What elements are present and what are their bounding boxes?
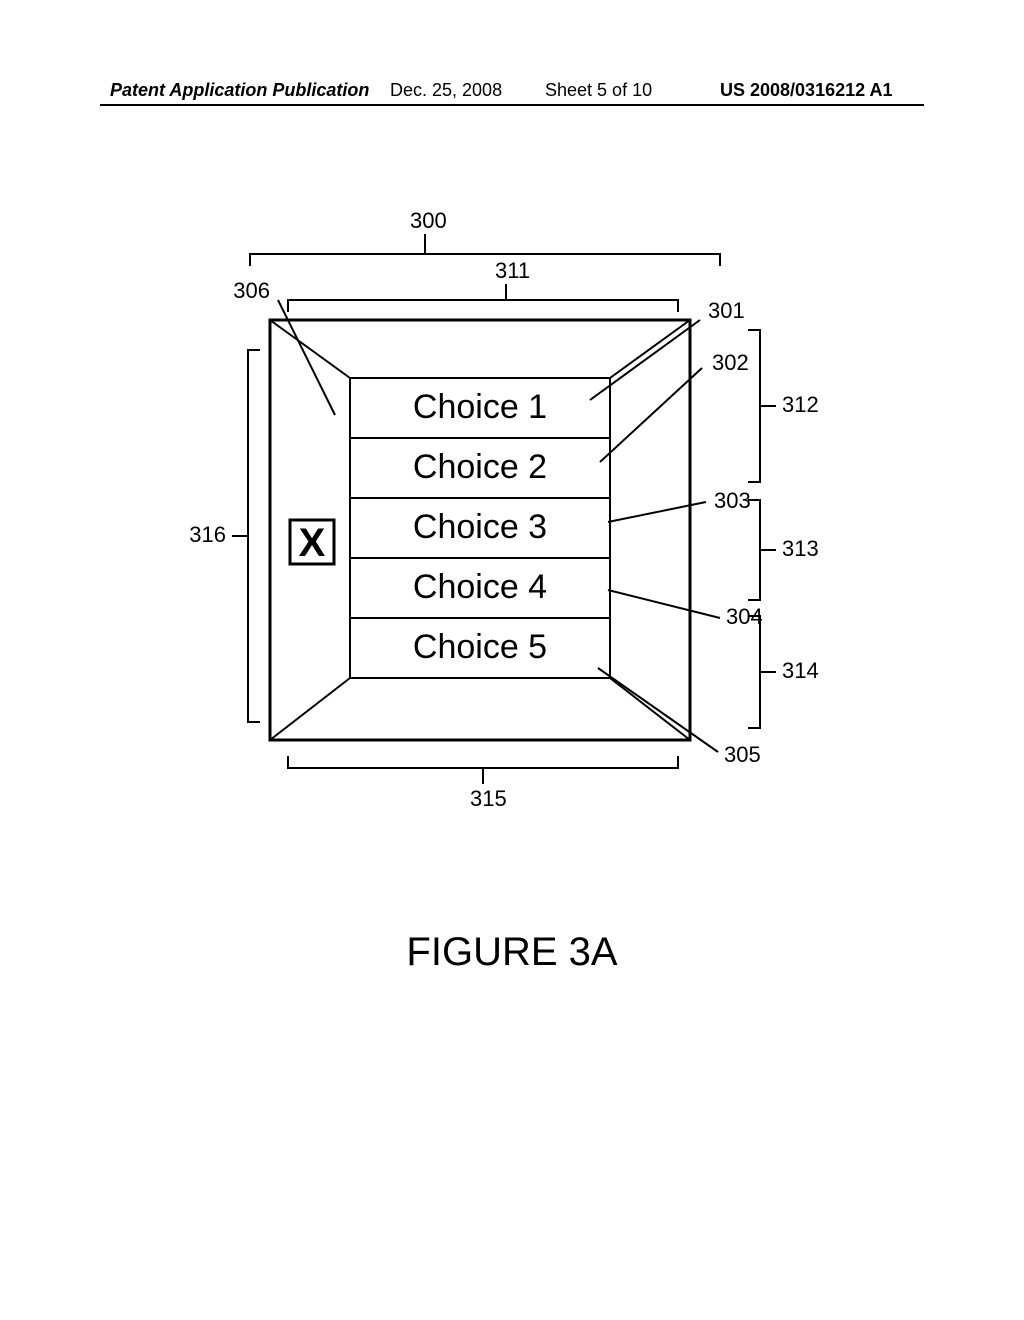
perspective-line xyxy=(270,678,350,740)
ref-300-label: 300 xyxy=(410,208,447,233)
header-publication-type: Patent Application Publication xyxy=(110,80,369,101)
ref-306-label: 306 xyxy=(233,278,270,303)
ref-316-bracket xyxy=(248,350,260,722)
header-date: Dec. 25, 2008 xyxy=(390,80,502,101)
ref-302-label: 302 xyxy=(712,350,749,375)
ref-311-bracket xyxy=(288,300,678,312)
ref-313-bracket xyxy=(748,500,760,600)
ref-314-label: 314 xyxy=(782,658,819,683)
figure-caption: FIGURE 3A xyxy=(0,930,1024,975)
choice-3-text[interactable]: Choice 3 xyxy=(413,508,547,546)
ref-304-lead xyxy=(608,590,720,618)
ref-312-bracket xyxy=(748,330,760,482)
ref-300-bracket xyxy=(250,254,720,266)
ref-303-label: 303 xyxy=(714,488,751,513)
choice-2-text[interactable]: Choice 2 xyxy=(413,448,547,486)
choice-1-text[interactable]: Choice 1 xyxy=(413,388,547,426)
ref-313-label: 313 xyxy=(782,536,819,561)
ref-314-bracket xyxy=(748,616,760,728)
choice-4-text[interactable]: Choice 4 xyxy=(413,568,547,606)
choice-5-text[interactable]: Choice 5 xyxy=(413,628,547,666)
ref-301-lead xyxy=(590,320,700,400)
header-rule xyxy=(100,104,924,106)
ref-305-label: 305 xyxy=(724,742,761,767)
ref-315-bracket xyxy=(288,756,678,768)
header-pubno: US 2008/0316212 A1 xyxy=(720,80,892,101)
header-sheet: Sheet 5 of 10 xyxy=(545,80,652,101)
page: Patent Application Publication Dec. 25, … xyxy=(0,0,1024,1320)
perspective-line xyxy=(610,320,690,378)
perspective-line xyxy=(270,320,350,378)
perspective-line xyxy=(610,678,690,740)
ref-306-lead xyxy=(278,300,335,415)
ref-311-label: 311 xyxy=(495,258,530,283)
ref-315-label: 315 xyxy=(470,786,507,811)
close-icon: X xyxy=(299,521,326,565)
figure-3a-diagram: X Choice 1 Choice 2 Choice 3 Choice 4 Ch… xyxy=(120,200,904,840)
ref-301-label: 301 xyxy=(708,298,745,323)
ref-316-label: 316 xyxy=(189,522,226,547)
ref-312-label: 312 xyxy=(782,392,819,417)
